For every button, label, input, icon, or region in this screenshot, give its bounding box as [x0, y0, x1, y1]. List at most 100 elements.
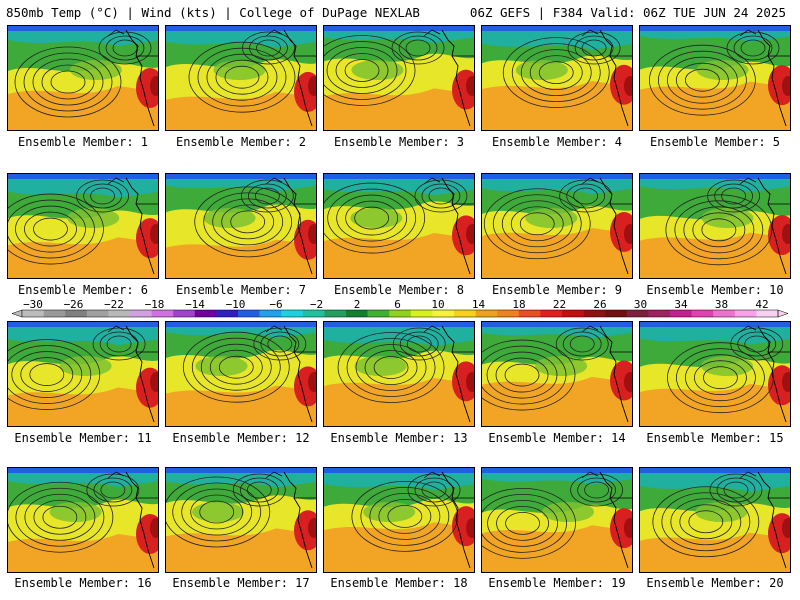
- hot-region: [768, 215, 790, 256]
- coastline: [757, 29, 787, 127]
- hot-region: [610, 508, 632, 549]
- low-contour: [406, 335, 432, 353]
- colorbar-left-arrow: [11, 309, 23, 318]
- low-contour: [93, 477, 133, 503]
- height-contour: [182, 331, 290, 403]
- ensemble-map-panel: [481, 25, 633, 131]
- colorbar-segment: [281, 310, 304, 317]
- height-contour: [215, 59, 269, 95]
- colorbar-segment: [173, 310, 196, 317]
- polar-region: [482, 26, 632, 31]
- low-contour: [242, 31, 295, 65]
- height-contour: [200, 343, 272, 391]
- height-contour: [346, 338, 436, 397]
- height-contour: [483, 188, 591, 260]
- ensemble-map-panel: [639, 321, 791, 427]
- height-contour: [685, 354, 756, 402]
- low-contour: [716, 477, 756, 503]
- height-contour: [336, 194, 408, 242]
- ensemble-map-panel: [7, 321, 159, 427]
- alaska-coast: [107, 471, 125, 479]
- height-contour: [230, 210, 266, 234]
- colorbar-segment: [648, 310, 671, 317]
- hot-core-region: [308, 518, 316, 538]
- ensemble-member-caption: Ensemble Member: 11: [14, 431, 152, 445]
- height-contour: [327, 188, 417, 248]
- height-contour: [487, 499, 558, 547]
- coastline: [757, 471, 787, 569]
- low-contour: [246, 481, 272, 499]
- low-contour: [577, 477, 617, 503]
- hot-core-region: [308, 224, 316, 244]
- alaska-coast: [423, 29, 441, 37]
- hot-core-region: [466, 518, 474, 538]
- anomaly-region: [354, 356, 407, 376]
- ensemble-map-panel: [639, 467, 791, 573]
- colorbar-segment: [22, 310, 44, 317]
- height-contour: [23, 52, 113, 112]
- anomaly-region: [535, 356, 588, 376]
- hot-core-region: [150, 518, 158, 538]
- height-contour: [212, 198, 284, 246]
- ensemble-member-caption: Ensemble Member: 12: [172, 431, 310, 445]
- height-contour: [538, 61, 574, 85]
- height-contour: [684, 68, 720, 92]
- hot-region: [768, 65, 790, 106]
- alaska-coast: [739, 177, 757, 185]
- ensemble-member-caption: Ensemble Member: 14: [488, 431, 626, 445]
- ensemble-member-caption: Ensemble Member: 20: [646, 576, 784, 590]
- colorbar-tick-label: 26: [593, 298, 606, 311]
- height-contour: [701, 218, 737, 242]
- low-contour: [421, 183, 461, 209]
- hot-core-region: [782, 372, 790, 392]
- height-contour: [354, 206, 390, 230]
- colorbar-segment: [691, 310, 714, 317]
- colorbar-tick-label: 34: [674, 298, 688, 311]
- height-contour: [224, 65, 260, 89]
- height-contour: [29, 363, 65, 386]
- anomaly-region: [701, 208, 754, 228]
- height-contour: [188, 41, 296, 113]
- hot-region: [452, 361, 474, 402]
- polar-region: [640, 26, 790, 31]
- height-contour: [24, 493, 96, 541]
- low-contour: [240, 179, 294, 213]
- low-contour: [721, 187, 747, 205]
- anomaly-region: [59, 356, 112, 376]
- polar-region: [8, 468, 158, 473]
- low-contour: [90, 187, 115, 205]
- coastline: [283, 29, 313, 127]
- alaska-coast: [265, 471, 283, 479]
- hot-region: [610, 64, 632, 105]
- colorbar-tick-label: −10: [226, 298, 246, 311]
- height-contour: [387, 504, 423, 528]
- low-contour: [584, 481, 610, 499]
- low-contour: [249, 35, 288, 61]
- coastline: [757, 177, 787, 275]
- colorbar-segment: [670, 310, 692, 317]
- alaska-coast: [265, 325, 283, 333]
- hot-core-region: [782, 518, 790, 538]
- height-contour: [41, 64, 95, 100]
- anomaly-region: [195, 356, 248, 376]
- low-contour: [98, 31, 152, 65]
- colorbar-segment: [756, 310, 779, 317]
- colorbar-segment: [367, 310, 390, 317]
- height-contour: [345, 200, 399, 236]
- height-contour: [679, 504, 733, 540]
- colorbar-segment: [86, 310, 109, 317]
- height-contour: [495, 357, 549, 393]
- height-contour: [15, 487, 105, 547]
- height-contour: [32, 58, 104, 106]
- low-contour: [569, 335, 595, 353]
- anomaly-region: [695, 502, 748, 522]
- ensemble-map-panel: [165, 467, 317, 573]
- low-contour: [407, 473, 461, 507]
- ensemble-member-caption: Ensemble Member: 13: [330, 431, 468, 445]
- height-contour: [670, 498, 742, 546]
- height-contour: [194, 186, 302, 258]
- height-contour: [694, 360, 747, 396]
- colorbar-tick-label: −18: [145, 298, 165, 311]
- ensemble-member-caption: Ensemble Member: 3: [333, 135, 465, 149]
- low-contour: [112, 39, 138, 57]
